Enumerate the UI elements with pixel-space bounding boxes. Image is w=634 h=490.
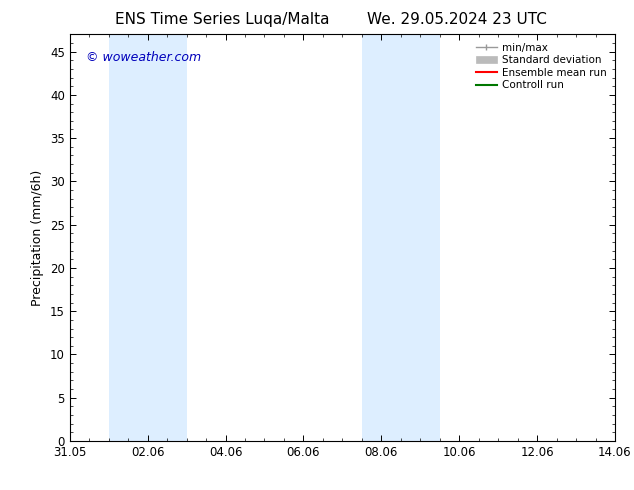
Text: We. 29.05.2024 23 UTC: We. 29.05.2024 23 UTC — [366, 12, 547, 27]
Bar — [108, 34, 186, 441]
Legend: min/max, Standard deviation, Ensemble mean run, Controll run: min/max, Standard deviation, Ensemble me… — [473, 40, 610, 94]
Bar — [362, 34, 440, 441]
Y-axis label: Precipitation (mm/6h): Precipitation (mm/6h) — [32, 170, 44, 306]
Text: ENS Time Series Luqa/Malta: ENS Time Series Luqa/Malta — [115, 12, 329, 27]
Text: © woweather.com: © woweather.com — [86, 50, 201, 64]
